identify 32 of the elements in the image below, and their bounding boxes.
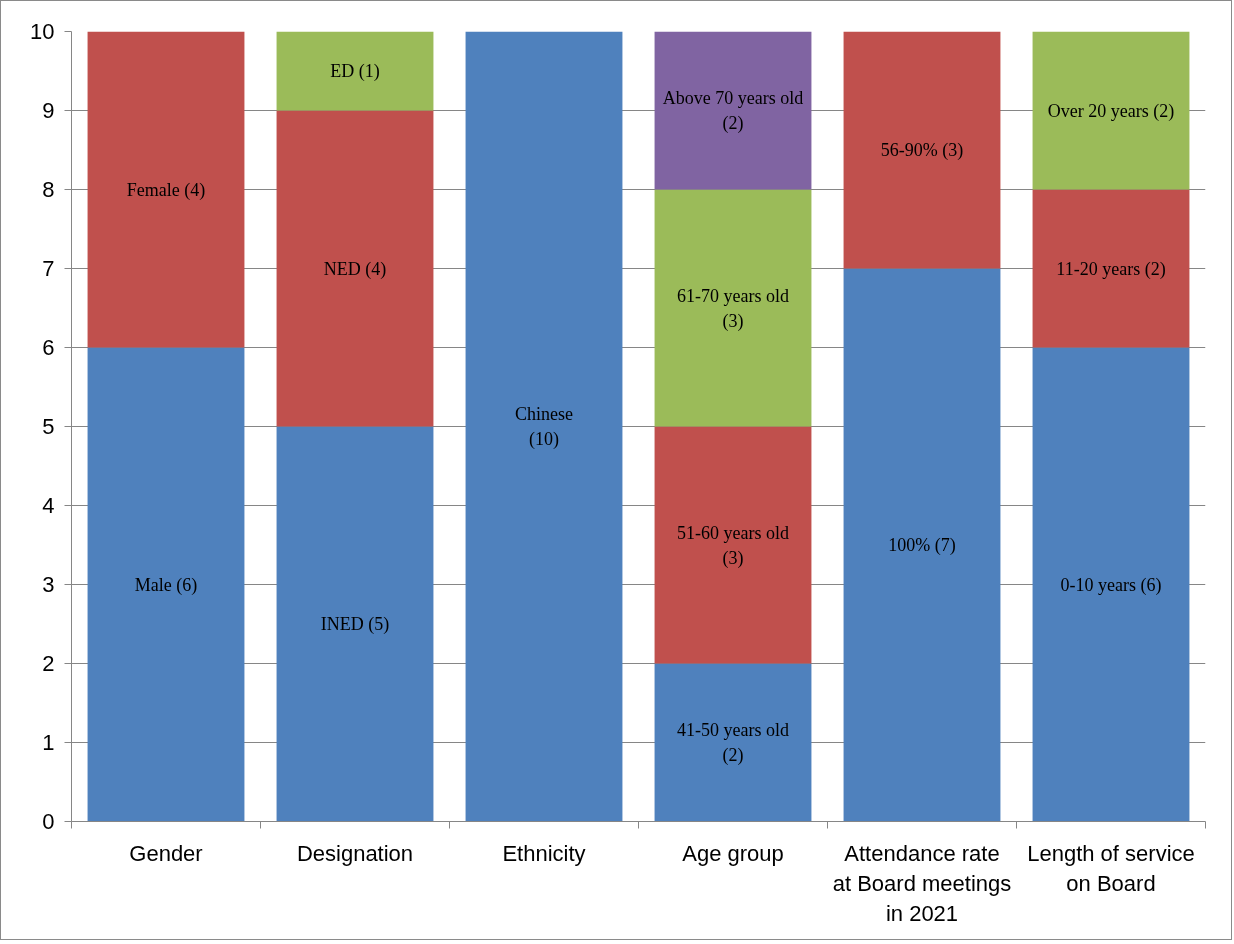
- data-label: 0-10 years (6): [1060, 574, 1162, 596]
- y-tick-label: 9: [42, 98, 55, 123]
- x-tick-label: Age group: [682, 840, 784, 866]
- data-label: 51-60 years old (3): [677, 522, 789, 569]
- y-tick-label: 6: [42, 335, 55, 360]
- y-tick-label: 2: [42, 651, 55, 676]
- data-label: 100% (7): [888, 535, 956, 556]
- x-tick-label: Ethnicity: [502, 840, 586, 866]
- x-tick-label: Length of service on Board: [1027, 840, 1195, 896]
- data-label: Chinese (10): [515, 404, 574, 450]
- y-tick-label: 0: [42, 809, 55, 834]
- data-label: Over 20 years (2): [1047, 100, 1175, 122]
- y-tick-label: 5: [42, 414, 55, 439]
- y-tick-label: 7: [42, 256, 55, 281]
- y-tick-label: 1: [42, 730, 55, 755]
- data-label: 41-50 years old (2): [677, 720, 789, 766]
- y-tick-label: 8: [42, 177, 55, 202]
- data-label: Male (6): [134, 574, 198, 596]
- data-label: 56-90% (3): [880, 140, 964, 161]
- y-tick-label: 4: [42, 493, 55, 518]
- data-label: INED (5): [320, 614, 390, 635]
- data-label: 61-70 years old (3): [677, 285, 789, 332]
- x-tick-label: Designation: [296, 840, 414, 866]
- y-tick-label: 3: [42, 572, 55, 597]
- data-label: 11-20 years (2): [1056, 258, 1166, 280]
- data-label: ED (1): [330, 61, 380, 82]
- data-label: Female (4): [126, 179, 206, 201]
- data-label: NED (4): [323, 258, 387, 280]
- x-tick-label: Attendance rate at Board meetings in 2021: [832, 840, 1012, 926]
- x-tick-label: Gender: [129, 840, 203, 866]
- y-tick-label: 10: [30, 19, 55, 44]
- data-label: Above 70 years old (2): [662, 88, 804, 134]
